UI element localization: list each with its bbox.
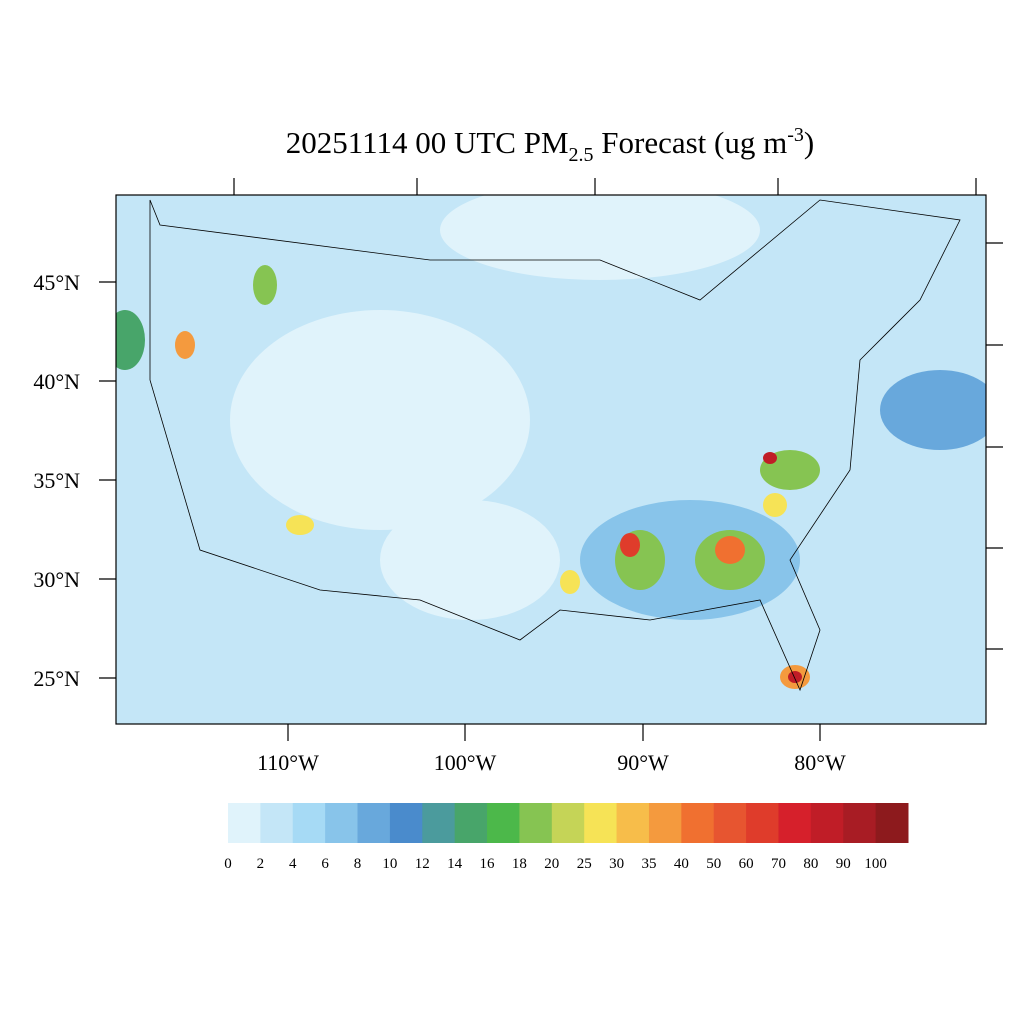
hotspot xyxy=(763,493,787,517)
lon-label: 110°W xyxy=(257,750,319,775)
colorbar-box xyxy=(228,803,261,843)
colorbar-label: 35 xyxy=(641,856,656,872)
field-region xyxy=(580,500,800,620)
field-region xyxy=(380,500,560,620)
lon-label: 100°W xyxy=(434,750,497,775)
lon-label: 90°W xyxy=(617,750,669,775)
hotspot xyxy=(788,671,802,683)
hotspot xyxy=(175,331,195,359)
colorbar-label: 100 xyxy=(864,856,887,872)
field-region xyxy=(230,310,530,530)
colorbar-box xyxy=(584,803,618,843)
colorbar-box xyxy=(713,803,747,843)
colorbar-box xyxy=(487,803,520,843)
colorbar-label: 70 xyxy=(771,856,786,872)
field-region xyxy=(116,310,145,370)
colorbar-label: 6 xyxy=(321,856,329,872)
hotspot xyxy=(715,536,745,564)
title-text: 20251114 00 UTC PM xyxy=(286,125,569,160)
colorbar-label: 40 xyxy=(674,856,689,872)
map-field xyxy=(116,195,986,724)
colorbar-box xyxy=(454,803,488,843)
colorbar-box xyxy=(292,803,326,843)
colorbar-box xyxy=(875,803,909,843)
title-superscript: -3 xyxy=(787,124,804,146)
lat-label: 30°N xyxy=(33,567,80,592)
lat-label: 45°N xyxy=(33,270,80,295)
colorbar-label: 14 xyxy=(447,856,463,872)
colorbar-label: 10 xyxy=(382,856,397,872)
hotspot xyxy=(253,265,277,305)
colorbar-box xyxy=(648,803,682,843)
colorbar-label: 18 xyxy=(512,856,527,872)
lat-label: 25°N xyxy=(33,666,80,691)
colorbar-label: 25 xyxy=(577,856,592,872)
colorbar-label: 4 xyxy=(289,856,297,872)
colorbar-label: 16 xyxy=(480,856,496,872)
colorbar-box xyxy=(422,803,456,843)
colorbar-box xyxy=(519,803,553,843)
colorbar-label: 60 xyxy=(739,856,754,872)
coastline xyxy=(149,199,961,692)
field-region xyxy=(440,195,760,280)
lat-label: 40°N xyxy=(33,369,80,394)
colorbar-box xyxy=(810,803,844,843)
colorbar-label: 2 xyxy=(257,856,265,872)
frame-ticks xyxy=(99,178,1003,741)
colorbar-label: 80 xyxy=(803,856,818,872)
colorbar-label: 20 xyxy=(544,856,559,872)
colorbar-label: 8 xyxy=(354,856,362,872)
hotspot xyxy=(286,515,314,535)
hotspot xyxy=(560,570,580,594)
colorbar-label: 30 xyxy=(609,856,624,872)
colorbar-box xyxy=(681,803,715,843)
colorbar-label: 90 xyxy=(836,856,851,872)
colorbar-label: 0 xyxy=(224,856,232,872)
colorbar-box xyxy=(260,803,294,843)
colorbar-box xyxy=(325,803,359,843)
title-text: Forecast (ug m xyxy=(594,125,788,160)
colorbar-box xyxy=(746,803,779,843)
colorbar-label: 12 xyxy=(415,856,430,872)
title-subscript: 2.5 xyxy=(569,144,594,166)
title: 20251114 00 UTC PM2.5 Forecast (ug m-3) xyxy=(286,124,814,166)
colorbar-box xyxy=(843,803,877,843)
colorbar-box xyxy=(551,803,585,843)
colorbar-box xyxy=(616,803,650,843)
field-region xyxy=(880,370,986,450)
hotspot xyxy=(620,533,640,557)
colorbar-label: 50 xyxy=(706,856,721,872)
map-frame xyxy=(115,194,987,725)
colorbar-box xyxy=(778,803,812,843)
hotspot xyxy=(763,452,777,464)
colorbar-box xyxy=(389,803,423,843)
colorbar-box xyxy=(357,803,391,843)
lon-label: 80°W xyxy=(794,750,846,775)
title-text: ) xyxy=(804,125,814,160)
lat-label: 35°N xyxy=(33,468,80,493)
